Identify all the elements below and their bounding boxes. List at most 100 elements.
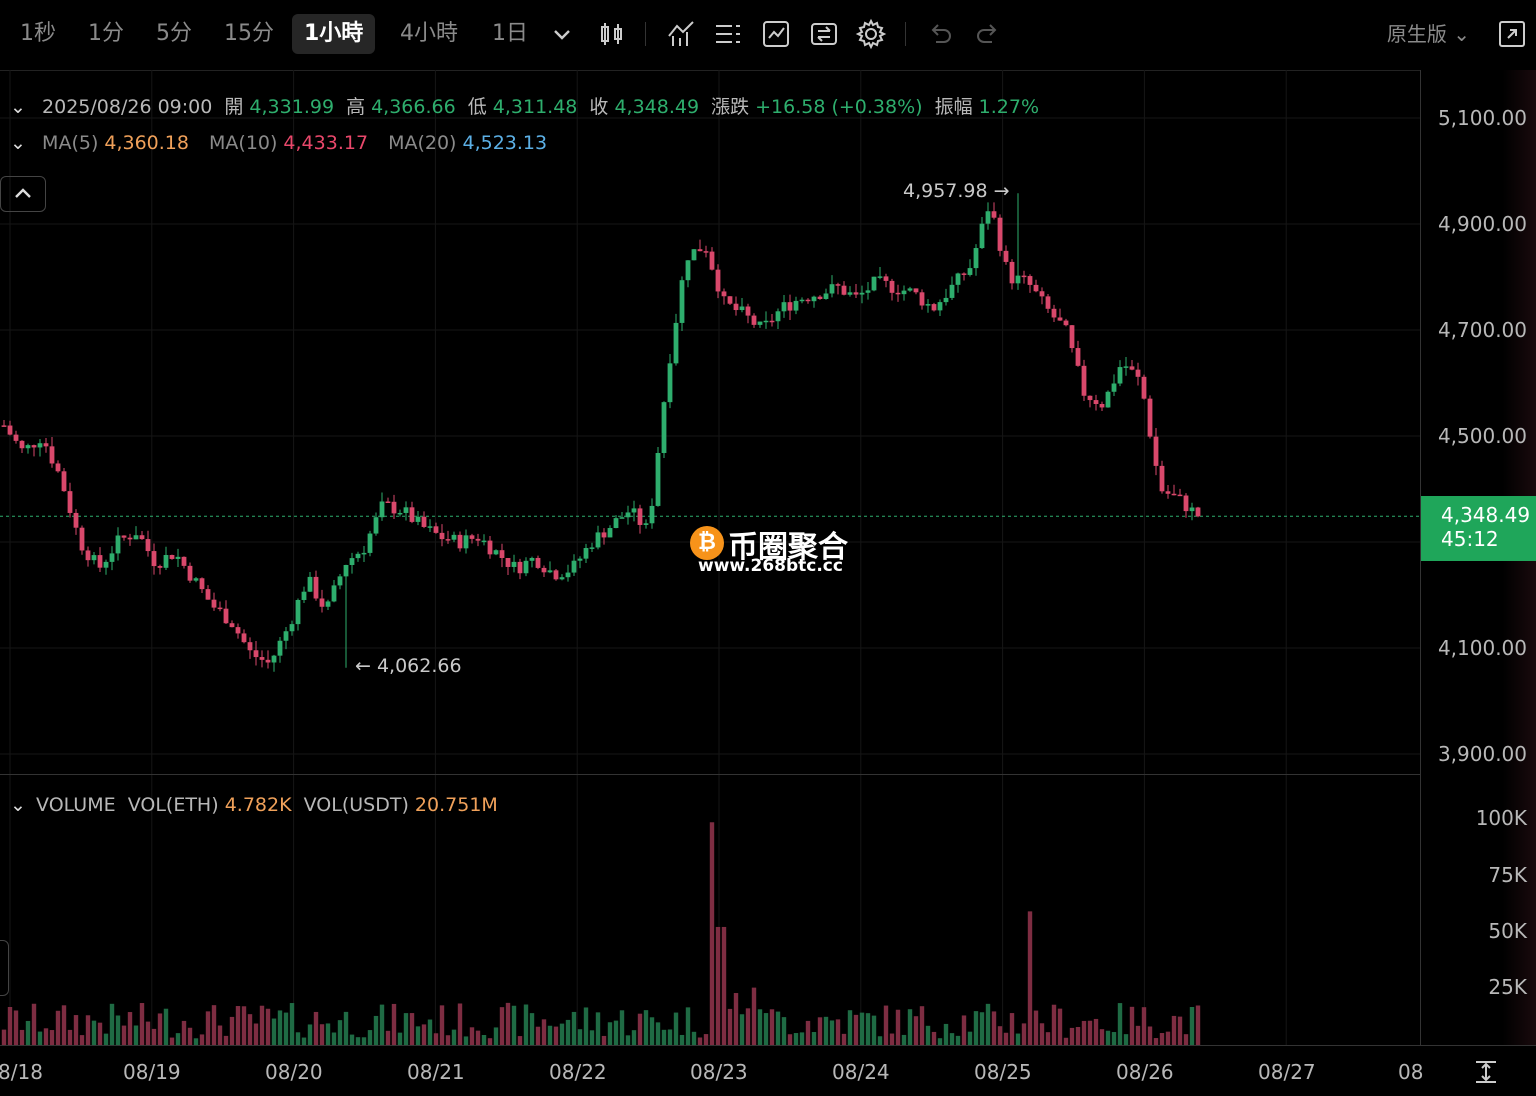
candle-body [325,601,331,607]
candle-body [745,306,751,316]
settings-gear-icon[interactable] [855,18,887,50]
volume-bar [439,1005,445,1045]
volume-bar [1015,1033,1021,1045]
ma20-label: MA(20) [388,132,457,154]
candle-body [487,540,493,555]
candle-body [223,608,229,624]
timeframe-1m[interactable]: 1分 [88,21,124,46]
candle-body [319,598,325,607]
candle-body [121,535,127,538]
high-value: 4,366.66 [371,96,456,118]
volume-bar [1003,1032,1009,1045]
panel-divider[interactable] [0,774,1420,775]
candle-body [61,471,67,492]
candle-body [793,300,799,311]
timeframe-1h[interactable]: 1小時 [292,14,376,54]
candle-body [481,540,487,543]
candle-body [919,292,925,306]
chart-toolbar: 1秒 1分 5分 15分 1小時 4小時 1日 原生版 ⌄ [0,0,1536,71]
volume-bar [595,1012,601,1045]
chevron-down-icon[interactable]: ⌄ [10,132,26,154]
volume-bar [589,1030,595,1045]
timeframe-15m[interactable]: 15分 [224,21,274,46]
timeframe-1d[interactable]: 1日 [492,21,528,46]
candle-countdown: 45:12 [1441,527,1499,551]
volume-bar [1087,1020,1093,1045]
volume-bar [523,1004,529,1045]
volume-bar [505,1002,511,1045]
compare-icon[interactable] [808,18,840,50]
candle-body [1,425,7,427]
candle-body [235,627,241,634]
candle-body [415,516,421,522]
price-chart[interactable] [0,70,1420,1045]
candle-body [13,434,19,441]
volume-bar [667,1029,673,1045]
candle-body [313,576,319,599]
candle-body [265,659,271,663]
candle-body [433,526,439,533]
candle-body [55,463,61,472]
volume-bar [1189,1006,1195,1045]
candle-body [427,526,433,528]
volume-bar [235,1006,241,1045]
chevron-down-icon[interactable]: ⌄ [10,96,26,118]
candle-body [43,443,49,447]
watermark-url: www.268btc.cc [698,556,843,576]
volume-bar [403,1013,409,1045]
candle-body [355,553,361,559]
volume-bar [853,1014,859,1045]
timeframe-1s[interactable]: 1秒 [20,21,56,46]
chart-edit-icon[interactable] [760,18,792,50]
volume-bar [1171,1015,1177,1045]
candle-body [337,576,343,586]
candle-body [7,425,13,435]
candle-body [913,288,919,293]
volume-bar [397,1032,403,1045]
redo-icon[interactable] [972,18,1004,50]
volume-bar [925,1025,931,1045]
candle-body [889,280,895,293]
volume-bar [223,1035,229,1045]
volume-title: VOLUME [36,794,116,816]
undo-icon[interactable] [924,18,956,50]
candle-body [619,517,625,519]
volume-bar [121,1025,127,1045]
timeframe-4h[interactable]: 4小時 [400,21,458,46]
drawing-list-icon[interactable] [712,18,744,50]
volume-bar [319,1024,325,1045]
candle-body [715,269,721,292]
volume-bar [1009,1013,1015,1045]
chevron-down-icon[interactable]: ⌄ [10,794,26,816]
collapse-button[interactable] [0,176,46,212]
volume-bar [271,1018,277,1045]
volume-bar [835,1019,841,1045]
scale-reset-icon[interactable] [1470,1056,1502,1088]
candle-body [811,296,817,302]
volume-bar [973,1011,979,1045]
volume-bar [511,1005,517,1045]
volume-bar [265,1008,271,1045]
candle-body [85,550,91,561]
date-axis[interactable]: 8/18 08/19 08/20 08/21 08/22 08/23 08/24… [0,1045,1536,1096]
timeframe-5m[interactable]: 5分 [156,21,192,46]
candle-body [349,558,355,565]
volume-bar [457,1003,463,1045]
candle-body [1141,376,1147,399]
panel-drag-handle[interactable] [0,940,9,996]
volume-bar [655,1022,661,1045]
volume-bar [127,1012,133,1045]
candle-body [451,534,457,540]
volume-bar [1165,1031,1171,1045]
volume-bar [1141,1007,1147,1045]
date-tick: 8/18 [0,1060,43,1084]
chevron-down-icon: ⌄ [1453,22,1470,46]
version-selector[interactable]: 原生版 ⌄ [1386,22,1470,46]
candlestick-type-icon[interactable] [596,18,628,50]
candle-body [1033,284,1039,292]
volume-bar [277,1010,283,1045]
candle-body [847,292,853,295]
chevron-down-icon[interactable] [546,18,578,50]
indicator-icon[interactable] [665,18,697,50]
fullscreen-icon[interactable] [1496,18,1528,50]
